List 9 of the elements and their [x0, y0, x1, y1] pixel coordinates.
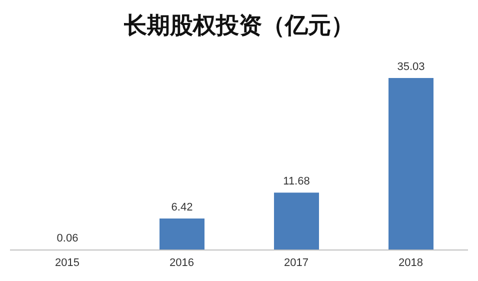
data-label: 6.42 — [171, 201, 193, 214]
data-label: 11.68 — [283, 176, 310, 188]
data-label: 0.06 — [56, 232, 78, 245]
x-tick-label: 2016 — [170, 256, 194, 269]
x-tick-label: 2018 — [398, 256, 423, 269]
chart-title: 长期股权投资（亿元） — [123, 12, 355, 40]
x-tick-label: 2015 — [55, 256, 80, 269]
x-tick-label: 2017 — [284, 256, 308, 269]
data-label: 35.03 — [397, 61, 425, 73]
